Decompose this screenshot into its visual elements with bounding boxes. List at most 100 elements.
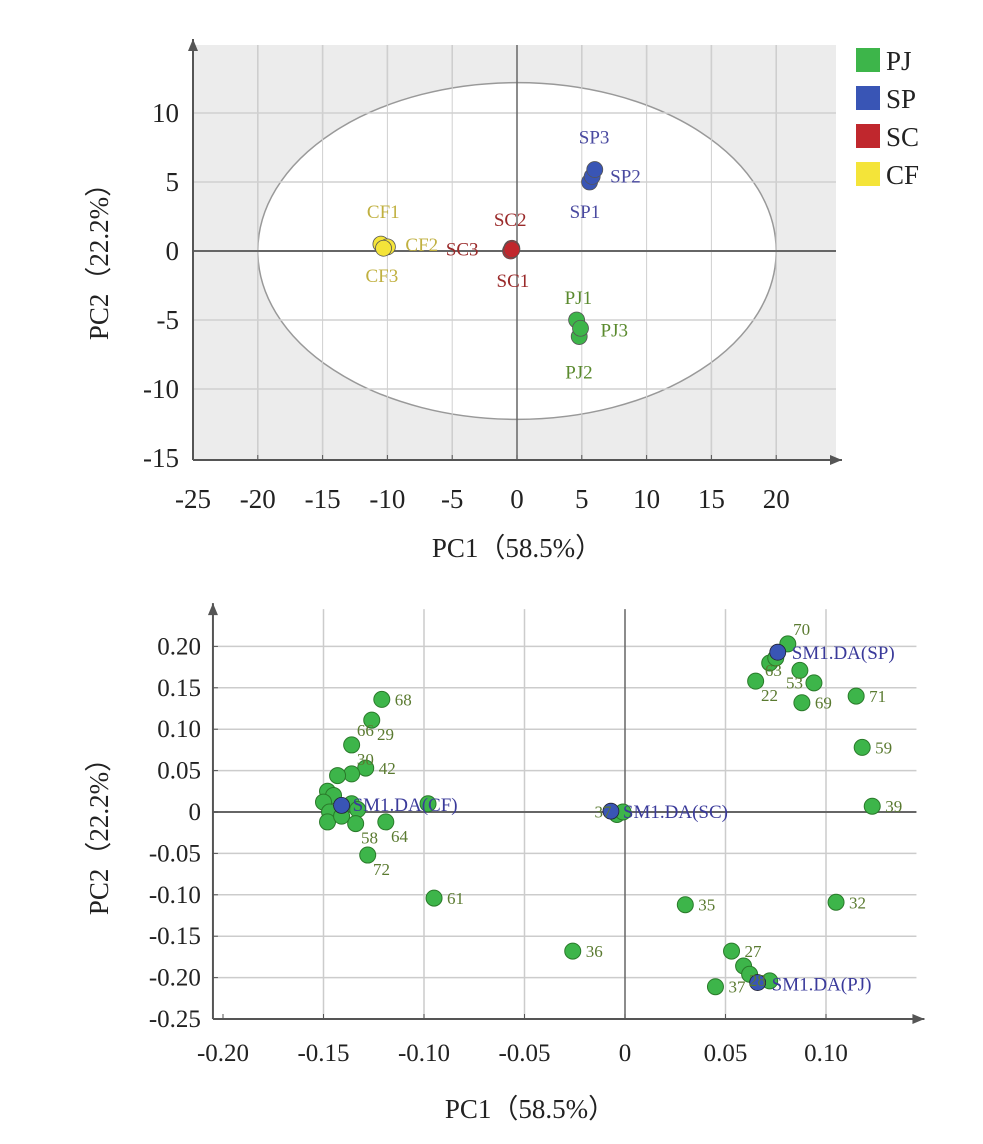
y-tick-label: -0.15 bbox=[149, 923, 201, 950]
y-tick-label: 10 bbox=[152, 98, 179, 128]
variable-point bbox=[373, 690, 391, 708]
variable-label: 53 bbox=[786, 673, 803, 692]
x-tick-label: 20 bbox=[763, 484, 790, 514]
y-tick-label: -15 bbox=[143, 443, 179, 473]
legend-label: SP bbox=[886, 84, 916, 114]
x-axis-head bbox=[912, 1014, 925, 1024]
data-point-PJ3 bbox=[572, 319, 589, 337]
point-label: CF3 bbox=[366, 266, 399, 287]
variable-point bbox=[377, 813, 395, 831]
point-label: PJ3 bbox=[601, 320, 628, 341]
legend-label: SC bbox=[886, 122, 919, 152]
x-tick-label: -0.05 bbox=[498, 1040, 550, 1067]
variable-point bbox=[343, 736, 361, 754]
variable-label: 30 bbox=[357, 750, 374, 769]
variable-point bbox=[706, 978, 724, 996]
legend-swatch-PJ bbox=[856, 48, 880, 72]
x-tick-label: -5 bbox=[441, 484, 464, 514]
y-axis-label: PC2（22.2%） bbox=[84, 170, 114, 340]
legend-label: PJ bbox=[886, 46, 912, 76]
variable-point bbox=[419, 795, 437, 813]
y-tick-label: -5 bbox=[157, 305, 180, 335]
y-tick-label: 0.05 bbox=[157, 758, 201, 785]
x-tick-label: -25 bbox=[175, 484, 211, 514]
variable-point bbox=[847, 687, 865, 705]
variable-label: 32 bbox=[849, 893, 866, 912]
legend-label: CF bbox=[886, 160, 919, 190]
legend-swatch-SP bbox=[856, 86, 880, 110]
variable-point bbox=[329, 767, 347, 785]
variable-point bbox=[853, 738, 871, 756]
variable-label: 37 bbox=[594, 803, 612, 822]
legend-swatch-CF bbox=[856, 162, 880, 186]
variable-label: 36 bbox=[586, 942, 603, 961]
variable-label: 35 bbox=[698, 896, 715, 915]
variable-label: 61 bbox=[447, 889, 464, 908]
variable-point bbox=[564, 942, 582, 960]
x-tick-label: -15 bbox=[305, 484, 341, 514]
y-tick-label: -0.05 bbox=[149, 840, 201, 867]
variable-point bbox=[747, 672, 765, 690]
x-tick-label: 0.05 bbox=[704, 1040, 748, 1067]
x-axis-head bbox=[830, 455, 842, 465]
x-tick-label: 0.10 bbox=[804, 1040, 848, 1067]
point-label: SP1 bbox=[570, 202, 601, 223]
x-tick-label: -10 bbox=[369, 484, 405, 514]
variable-point bbox=[425, 889, 443, 907]
y-tick-label: -0.20 bbox=[149, 965, 201, 992]
x-tick-label: -0.20 bbox=[197, 1040, 249, 1067]
data-point-SC3 bbox=[503, 241, 521, 259]
x-tick-label: -20 bbox=[240, 484, 276, 514]
variable-label: 70 bbox=[793, 620, 810, 639]
group-center-label: SM1.DA(SP) bbox=[792, 643, 895, 664]
variable-label: 66 bbox=[357, 721, 374, 740]
variable-label: 27 bbox=[745, 942, 763, 961]
variable-label: 28 bbox=[749, 971, 766, 990]
point-label: SC2 bbox=[494, 210, 527, 231]
group-center-label: SM1.DA(SC) bbox=[623, 802, 728, 823]
x-tick-label: 10 bbox=[633, 484, 660, 514]
point-label: SP3 bbox=[579, 128, 610, 149]
y-tick-label: 0 bbox=[188, 799, 201, 826]
variable-label: 68 bbox=[395, 690, 412, 709]
variable-label: 39 bbox=[885, 797, 902, 816]
x-tick-label: 5 bbox=[575, 484, 589, 514]
y-axis-head bbox=[207, 603, 218, 616]
point-label: PJ1 bbox=[565, 288, 592, 309]
variable-label: 59 bbox=[875, 738, 892, 757]
x-tick-label: -0.15 bbox=[297, 1040, 349, 1067]
variable-label: 71 bbox=[869, 687, 886, 706]
point-label: SC3 bbox=[446, 240, 479, 261]
point-label: CF2 bbox=[405, 235, 438, 256]
y-tick-label: -0.10 bbox=[149, 882, 201, 909]
group-center-point bbox=[769, 643, 787, 661]
y-axis-head bbox=[188, 39, 198, 51]
x-axis-label: PC1（58.5%） bbox=[432, 533, 602, 563]
group-center-point bbox=[602, 802, 620, 820]
variable-label: 37 bbox=[728, 978, 746, 997]
y-tick-label: -10 bbox=[143, 374, 179, 404]
variable-label: 69 bbox=[815, 694, 832, 713]
x-axis-label: PC1（58.5%） bbox=[445, 1094, 615, 1124]
variable-point bbox=[791, 661, 809, 679]
variable-label: 22 bbox=[761, 686, 778, 705]
variable-point bbox=[805, 674, 823, 692]
variable-label: 42 bbox=[379, 759, 396, 778]
variable-point bbox=[723, 942, 741, 960]
y-tick-label: -0.25 bbox=[149, 1006, 201, 1033]
point-label: CF1 bbox=[367, 202, 400, 223]
variable-label: 58 bbox=[361, 829, 378, 848]
variable-label: 63 bbox=[765, 661, 782, 680]
point-label: SC1 bbox=[497, 271, 530, 292]
variable-point bbox=[359, 846, 377, 864]
variable-point bbox=[827, 893, 845, 911]
y-axis-label: PC2（22.2%） bbox=[84, 745, 114, 915]
group-center-label: SM1.DA(CF) bbox=[353, 795, 458, 816]
variable-point bbox=[347, 815, 365, 833]
point-label: SP2 bbox=[610, 166, 641, 187]
group-center-point bbox=[333, 796, 350, 814]
x-tick-label: 0 bbox=[510, 484, 524, 514]
plot-background bbox=[212, 609, 917, 1019]
x-tick-label: -0.10 bbox=[398, 1040, 450, 1067]
